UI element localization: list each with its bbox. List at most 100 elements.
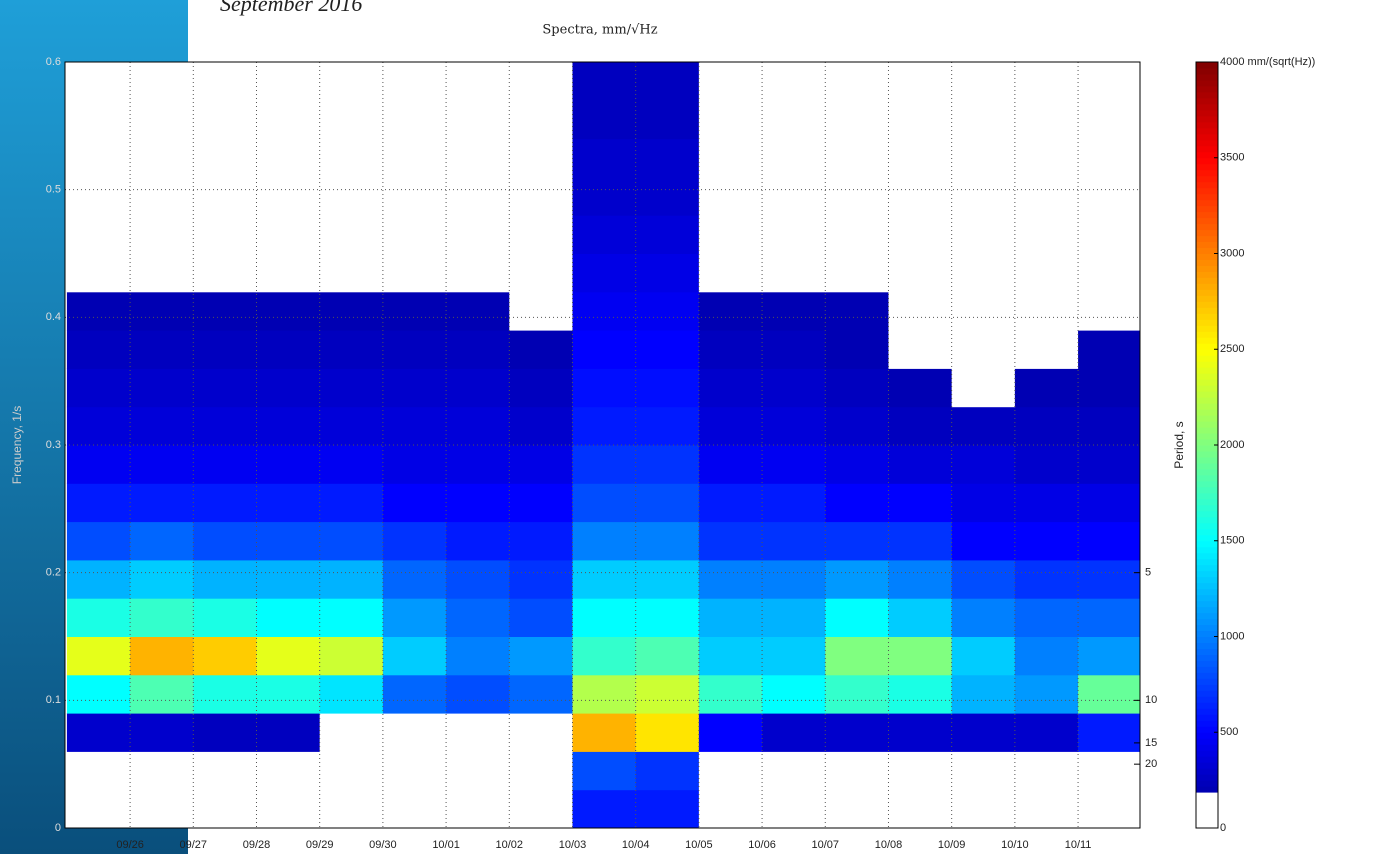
heat-cell: [382, 559, 447, 599]
heat-cell: [382, 215, 447, 254]
colorbar-step: [1196, 642, 1218, 649]
heat-cell: [825, 713, 889, 752]
heat-cell: [193, 330, 257, 369]
heat-cell: [572, 483, 637, 523]
heat-cell: [1078, 62, 1140, 101]
colorbar-step: [1196, 750, 1218, 757]
x-tick-label: 09/29: [306, 839, 334, 851]
heat-cell: [256, 215, 321, 254]
heat-cell: [1078, 713, 1140, 752]
colorbar-step: [1196, 379, 1218, 386]
colorbar-step: [1196, 331, 1218, 338]
heat-cell: [1078, 176, 1140, 216]
heat-cell: [130, 483, 194, 523]
colorbar-step: [1196, 97, 1218, 105]
heat-cell: [951, 215, 1016, 254]
heat-cell: [319, 751, 384, 791]
x-tick-label: 10/10: [1001, 839, 1029, 851]
colorbar-step: [1196, 552, 1218, 560]
heat-cell: [66, 636, 131, 676]
heat-cell: [382, 636, 447, 676]
colorbar-step: [1196, 397, 1218, 404]
heat-cell: [446, 100, 510, 140]
colorbar-step: [1196, 85, 1218, 93]
heat-cell: [698, 253, 763, 293]
heat-cell: [382, 330, 447, 369]
heat-cell: [319, 291, 384, 331]
heat-cell: [762, 674, 826, 714]
colorbar-step: [1196, 79, 1218, 87]
colorbar-step: [1196, 498, 1218, 506]
heat-cell: [256, 330, 321, 369]
heat-cell: [1014, 483, 1079, 523]
colorbar-step: [1196, 516, 1218, 524]
heat-cell: [635, 445, 700, 484]
heat-cell: [825, 521, 889, 561]
colorbar-step: [1196, 259, 1218, 266]
heat-cell: [951, 789, 1016, 828]
heat-cell: [66, 368, 131, 408]
heat-cell: [509, 559, 573, 599]
heat-cell: [130, 291, 194, 331]
heat-cell: [382, 521, 447, 561]
heat-cell: [509, 598, 573, 637]
colorbar-step: [1196, 744, 1218, 751]
colorbar-step: [1196, 277, 1218, 284]
colorbar-step: [1196, 145, 1218, 153]
heat-cell: [509, 176, 573, 216]
heat-cell: [825, 406, 889, 446]
heat-cell: [888, 215, 953, 254]
heat-cell: [130, 674, 194, 714]
colorbar-step: [1196, 391, 1218, 398]
heat-cell: [1078, 138, 1140, 178]
colorbar-step: [1196, 355, 1218, 362]
heat-cell: [256, 62, 321, 101]
colorbar-step: [1196, 403, 1218, 410]
colorbar-step: [1196, 139, 1218, 147]
heat-cell: [888, 483, 953, 523]
heat-cell: [1014, 598, 1079, 637]
heat-cell: [572, 521, 637, 561]
heat-cell: [1078, 291, 1140, 331]
heat-cell: [319, 713, 384, 752]
heat-cell: [1078, 559, 1140, 599]
colorbar-step: [1196, 439, 1218, 446]
colorbar-tick-label: 2000: [1220, 439, 1244, 451]
heat-cell: [888, 751, 953, 791]
heat-cell: [256, 176, 321, 216]
heat-cell: [193, 176, 257, 216]
subtitle: September 2016: [220, 0, 362, 16]
heat-cell: [446, 789, 510, 828]
heat-cell: [951, 636, 1016, 676]
y-tick-label: 0.3: [46, 439, 61, 451]
colorbar-step: [1196, 193, 1218, 201]
heat-cell: [193, 406, 257, 446]
heat-cell: [319, 789, 384, 828]
heat-cell: [825, 368, 889, 408]
heat-cell: [509, 368, 573, 408]
colorbar-step: [1196, 361, 1218, 368]
heat-cell: [888, 62, 953, 101]
heat-cell: [446, 253, 510, 293]
heat-cell: [1078, 445, 1140, 484]
colorbar-step: [1196, 582, 1218, 590]
y-tick-label: 0.6: [46, 56, 61, 68]
heat-cell: [66, 406, 131, 446]
colorbar-step: [1196, 445, 1218, 452]
colorbar-step: [1196, 768, 1218, 775]
heat-cell: [446, 674, 510, 714]
heat-cell: [1078, 253, 1140, 293]
heat-cell: [951, 253, 1016, 293]
heat-cell: [1014, 291, 1079, 331]
heat-cell: [762, 253, 826, 293]
heat-cell: [1014, 713, 1079, 752]
colorbar-step: [1196, 163, 1218, 171]
heat-cell: [698, 291, 763, 331]
heat-cell: [130, 559, 194, 599]
heat-cell: [888, 598, 953, 637]
colorbar-step: [1196, 696, 1218, 703]
heat-cell: [446, 215, 510, 254]
colorbar-step: [1196, 289, 1218, 296]
heat-cell: [193, 253, 257, 293]
heat-cell: [1078, 636, 1140, 676]
